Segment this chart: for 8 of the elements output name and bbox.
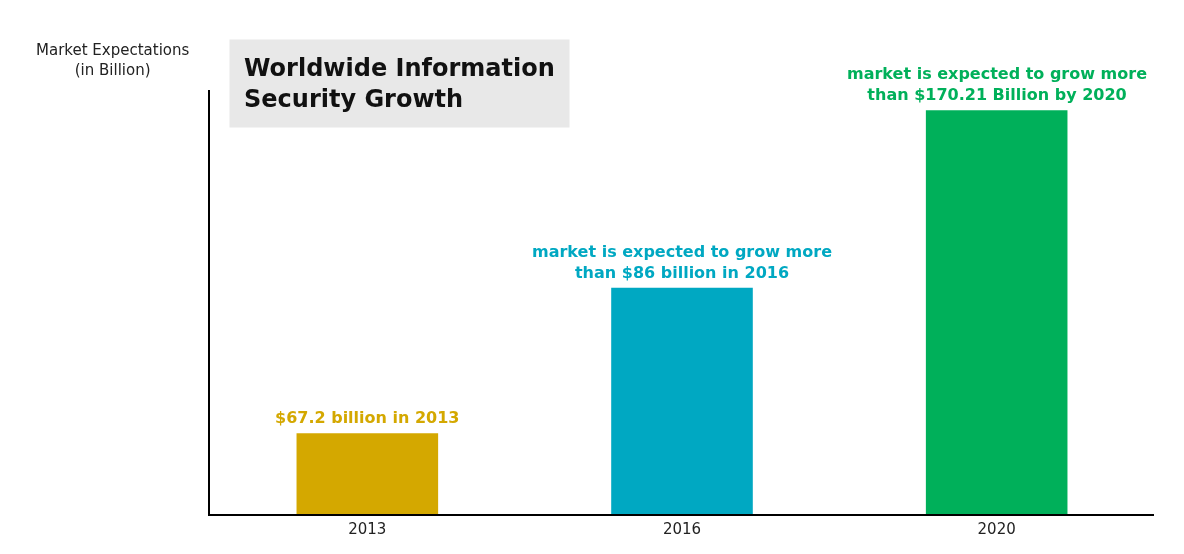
annotation: $67.2 billion in 2013 xyxy=(275,408,460,427)
x-tick-label: 2013 xyxy=(348,520,387,538)
annotation: market is expected to grow more than $170.21 Billion by 2020 xyxy=(847,64,1148,104)
y-axis-title: Market Expectations (in Billion) xyxy=(36,41,190,79)
x-tick-label: 2020 xyxy=(977,520,1016,538)
annotation: market is expected to grow more than $86 billion in 2016 xyxy=(532,242,833,282)
x-tick-label: 2016 xyxy=(662,520,702,538)
chart-title: Worldwide Information Security Growth xyxy=(244,54,555,114)
